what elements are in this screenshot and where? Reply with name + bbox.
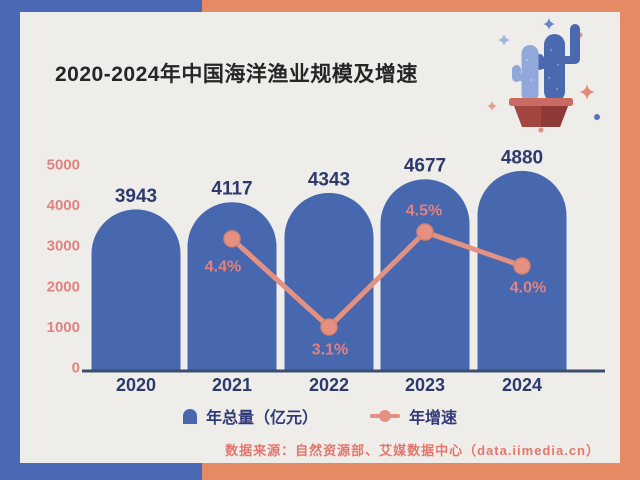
cactus-body — [544, 34, 565, 102]
chart-card: 2020-2024年中国海洋渔业规模及增速 — [20, 12, 620, 463]
growth-value-label: 4.5% — [406, 203, 442, 220]
x-axis-category-label: 2023 — [405, 375, 445, 395]
line-legend-dot — [379, 410, 391, 422]
cactus-speckle — [549, 48, 553, 52]
x-axis-category-label: 2020 — [116, 375, 156, 395]
sparkle-icon — [543, 18, 555, 30]
y-axis-tick-label: 1000 — [47, 319, 80, 336]
bar-value-label: 4117 — [211, 179, 252, 200]
y-axis-tick-label: 3000 — [47, 238, 80, 255]
cactus-arm — [570, 24, 580, 64]
cactus-speckle — [547, 76, 551, 80]
cactus-body — [521, 45, 539, 102]
bar-legend-icon — [182, 408, 197, 424]
sparkle-icon — [487, 101, 497, 111]
bar-value-label: 4880 — [501, 147, 543, 168]
bar-value-label: 4677 — [404, 156, 446, 177]
growth-value-label: 3.1% — [312, 342, 348, 359]
y-axis-tick-label: 2000 — [47, 278, 80, 295]
cactus-speckle — [555, 87, 559, 91]
legend-item-growth: 年增速 — [370, 404, 457, 428]
legend-label-total: 年总量（亿元） — [205, 410, 318, 427]
dot-decor — [538, 127, 544, 133]
growth-point — [320, 318, 338, 336]
dot-decor — [594, 114, 600, 120]
cactus-illustration — [487, 18, 600, 133]
page-title: 2020-2024年中国海洋渔业规模及增速 — [55, 63, 418, 86]
cactus-arm — [560, 56, 574, 64]
growth-value-label: 4.0% — [510, 279, 546, 296]
cactus-speckle — [526, 59, 528, 61]
bar — [380, 179, 470, 371]
chart-legend: 年总量（亿元） 年增速 — [20, 404, 620, 428]
bar — [187, 202, 277, 371]
cactus-arm — [516, 74, 526, 81]
x-axis-category-label: 2022 — [309, 375, 349, 395]
x-axis-category-label: 2024 — [502, 375, 542, 395]
bar-value-label: 3943 — [115, 186, 157, 207]
growth-point — [513, 257, 531, 275]
bar-line-chart: 3943 4117 4343 4677 4880 0 1000 2000 3000 4000 500… — [47, 147, 605, 395]
bar-value-label: 4343 — [308, 169, 350, 190]
y-axis-tick-label: 0 — [72, 360, 80, 377]
legend-label-growth: 年增速 — [409, 410, 458, 427]
data-source-note: 数据来源：自然资源部、艾媒数据中心（data.iimedia.cn） — [225, 443, 600, 458]
y-axis-tick-label: 5000 — [47, 157, 80, 174]
growth-point — [223, 230, 241, 248]
cactus-arm — [539, 62, 548, 69]
sparkle-icon — [498, 34, 510, 46]
pot-rim — [509, 98, 573, 106]
pot-body-shade — [541, 106, 568, 127]
growth-point — [416, 223, 434, 241]
y-axis-tick-label: 4000 — [47, 197, 80, 214]
growth-value-label: 4.4% — [205, 258, 241, 275]
x-axis-category-label: 2021 — [212, 375, 252, 395]
line-legend-icon — [370, 409, 400, 423]
sparkle-icon — [579, 84, 595, 100]
growth-line — [230, 229, 523, 330]
bar — [284, 192, 374, 371]
cactus-speckle — [530, 79, 532, 81]
cactus-speckle — [556, 63, 560, 67]
legend-item-total: 年总量（亿元） — [182, 404, 318, 428]
bar — [91, 209, 181, 371]
